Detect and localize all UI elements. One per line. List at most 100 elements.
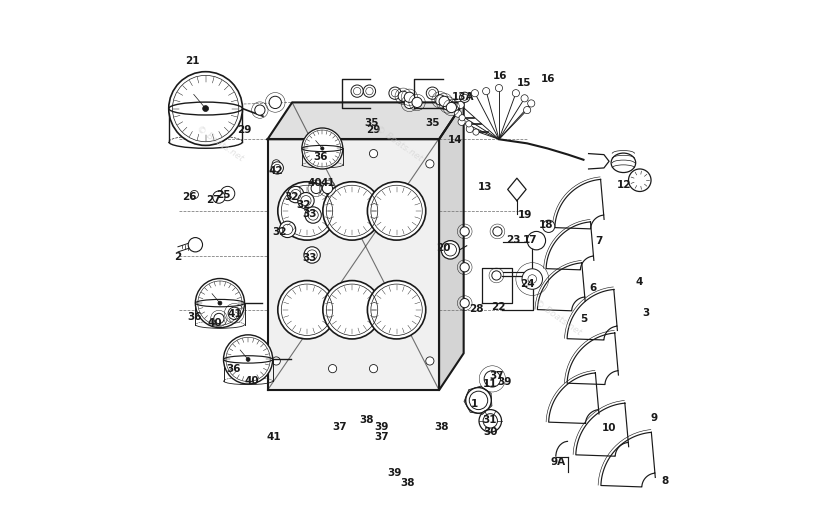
Circle shape <box>523 106 530 114</box>
Circle shape <box>367 281 426 339</box>
Text: 30: 30 <box>483 427 498 437</box>
Text: 38: 38 <box>359 415 373 425</box>
Circle shape <box>439 96 449 106</box>
Circle shape <box>465 121 471 127</box>
Text: 42: 42 <box>268 166 283 176</box>
Circle shape <box>412 97 421 108</box>
Circle shape <box>287 186 304 203</box>
Circle shape <box>272 357 280 365</box>
Circle shape <box>363 85 375 97</box>
Circle shape <box>465 125 473 133</box>
Text: 23: 23 <box>505 234 520 245</box>
Text: 16: 16 <box>493 71 508 81</box>
Circle shape <box>350 85 363 97</box>
Text: 32: 32 <box>272 227 286 238</box>
Text: 36: 36 <box>187 312 201 323</box>
Text: 37: 37 <box>331 422 346 432</box>
Circle shape <box>322 183 332 194</box>
Text: 12: 12 <box>616 180 631 190</box>
Text: 20: 20 <box>436 243 450 253</box>
Text: 27: 27 <box>206 195 221 205</box>
Circle shape <box>520 95 527 102</box>
Circle shape <box>188 238 202 252</box>
Text: 15: 15 <box>516 78 531 88</box>
Text: 37: 37 <box>374 432 388 442</box>
Circle shape <box>214 313 224 324</box>
Text: 16: 16 <box>540 74 554 84</box>
Text: 41: 41 <box>228 309 243 319</box>
Circle shape <box>522 269 542 289</box>
Text: 14: 14 <box>448 135 462 145</box>
Circle shape <box>279 221 296 238</box>
Text: © Boats.net: © Boats.net <box>532 298 582 337</box>
Circle shape <box>169 72 242 145</box>
Circle shape <box>404 92 414 102</box>
Text: 26: 26 <box>182 191 196 202</box>
Circle shape <box>369 365 378 373</box>
Text: 8: 8 <box>661 476 668 486</box>
Text: 24: 24 <box>519 279 534 289</box>
Text: 38: 38 <box>400 478 414 488</box>
Circle shape <box>322 182 381 240</box>
Circle shape <box>272 160 280 168</box>
Text: 38: 38 <box>434 422 448 432</box>
Text: 13: 13 <box>477 182 492 192</box>
Circle shape <box>459 115 465 121</box>
Text: 41: 41 <box>267 432 282 442</box>
Text: 39: 39 <box>374 422 388 432</box>
Circle shape <box>328 365 336 373</box>
Circle shape <box>459 92 469 102</box>
Circle shape <box>460 227 469 236</box>
Text: 5: 5 <box>579 314 586 325</box>
Circle shape <box>492 227 502 236</box>
Text: 17: 17 <box>522 234 537 245</box>
Circle shape <box>246 357 250 361</box>
Circle shape <box>457 118 465 125</box>
Text: 29: 29 <box>237 125 252 135</box>
Circle shape <box>465 388 491 413</box>
Text: 9: 9 <box>650 413 657 423</box>
Polygon shape <box>588 154 609 169</box>
Text: 35: 35 <box>363 118 378 128</box>
Circle shape <box>482 88 489 95</box>
Text: 11: 11 <box>483 379 497 389</box>
Polygon shape <box>439 102 463 390</box>
Circle shape <box>491 271 500 280</box>
Circle shape <box>454 110 461 117</box>
Text: 22: 22 <box>491 302 505 312</box>
Text: 21: 21 <box>185 56 200 67</box>
Circle shape <box>310 183 321 194</box>
Circle shape <box>524 272 539 286</box>
Circle shape <box>301 128 343 169</box>
Circle shape <box>388 87 401 99</box>
Text: 19: 19 <box>518 210 532 220</box>
Polygon shape <box>267 139 439 390</box>
Text: 4: 4 <box>634 276 642 287</box>
Circle shape <box>220 186 234 201</box>
Circle shape <box>277 182 336 240</box>
Circle shape <box>426 357 433 365</box>
Circle shape <box>445 102 456 113</box>
Circle shape <box>269 96 281 109</box>
Circle shape <box>328 150 336 158</box>
Circle shape <box>471 90 478 97</box>
Circle shape <box>479 410 501 432</box>
Text: 35: 35 <box>425 118 440 128</box>
Circle shape <box>369 150 378 158</box>
Text: 32: 32 <box>296 200 310 210</box>
Circle shape <box>495 84 502 92</box>
Circle shape <box>456 101 464 109</box>
Circle shape <box>254 105 265 115</box>
Circle shape <box>426 87 438 99</box>
Text: © Boats.net: © Boats.net <box>373 124 424 163</box>
Text: 10: 10 <box>601 422 615 433</box>
Text: 1: 1 <box>471 399 478 410</box>
Text: 25: 25 <box>215 189 230 200</box>
Circle shape <box>527 100 534 107</box>
Text: 13A: 13A <box>450 92 474 102</box>
Text: 18: 18 <box>537 220 552 230</box>
Text: 39: 39 <box>387 468 401 478</box>
Circle shape <box>322 281 381 339</box>
Circle shape <box>213 191 224 203</box>
Circle shape <box>484 371 500 387</box>
